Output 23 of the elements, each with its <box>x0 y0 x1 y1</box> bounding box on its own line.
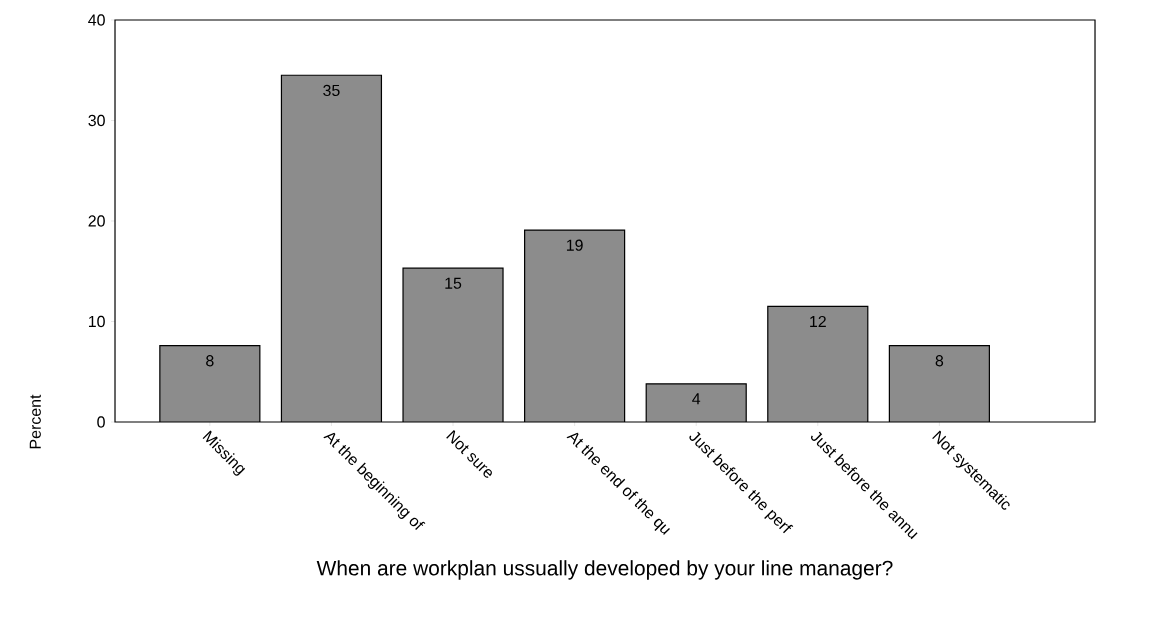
y-tick-label: 10 <box>88 315 105 328</box>
data-label: 19 <box>566 239 583 251</box>
y-axis-title: Percent <box>29 394 41 449</box>
x-axis-title: When are workplan ussually developed by your line manager? <box>316 560 893 580</box>
x-tick-label: Not sure <box>446 430 492 478</box>
y-tick-label: 30 <box>88 114 105 127</box>
bar <box>888 345 990 422</box>
bar <box>159 345 260 422</box>
x-tick-label: At the end of the qu <box>566 432 670 535</box>
bar <box>281 75 382 422</box>
data-label: 8 <box>935 355 944 367</box>
data-label: 4 <box>692 393 701 405</box>
data-label: 8 <box>206 355 214 367</box>
y-tick-label: 0 <box>97 416 105 428</box>
y-tick-label: 40 <box>88 14 105 26</box>
data-label: 12 <box>810 315 826 328</box>
bar <box>403 268 504 422</box>
data-label: 35 <box>323 84 340 97</box>
bar <box>646 383 747 422</box>
bar <box>524 230 625 422</box>
data-label: 15 <box>445 277 462 289</box>
bar <box>767 306 868 422</box>
y-tick-label: 20 <box>88 215 105 227</box>
